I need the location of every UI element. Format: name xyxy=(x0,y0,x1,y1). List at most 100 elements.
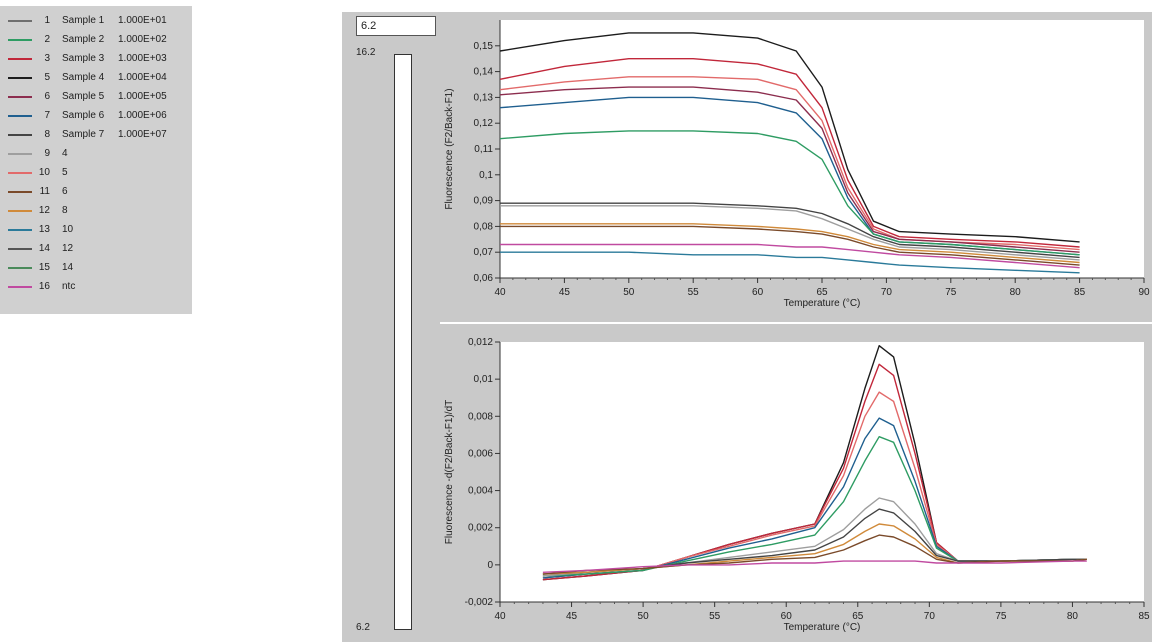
x-tick-label: 75 xyxy=(945,287,957,298)
legend-panel: 1 Sample 1 1.000E+01 2 Sample 2 1.000E+02 3 Sam… xyxy=(0,6,192,314)
x-tick-label: 45 xyxy=(566,611,578,622)
legend-item[interactable]: 15 14 xyxy=(0,259,192,278)
legend-item-name: ntc xyxy=(62,281,76,292)
slider-max-label: 16.2 xyxy=(356,47,376,58)
legend-item-concentration: 1.000E+05 xyxy=(118,91,167,102)
series-line xyxy=(500,205,1080,261)
legend-item-id: 13 xyxy=(38,224,50,235)
legend-swatch xyxy=(8,191,32,193)
y-tick-label: 0,06 xyxy=(474,273,494,284)
legend-item-name: 8 xyxy=(62,205,68,216)
legend-item-name: 12 xyxy=(62,243,74,254)
series-line xyxy=(499,130,1080,256)
legend-item-id: 9 xyxy=(44,148,50,159)
y-tick-label: 0,002 xyxy=(468,523,493,534)
legend-item[interactable]: 7 Sample 6 1.000E+06 xyxy=(0,107,192,126)
y-tick-label: 0,012 xyxy=(468,337,493,348)
x-tick-label: 70 xyxy=(881,287,893,298)
x-tick-label: 80 xyxy=(1067,611,1079,622)
legend-item-name: 6 xyxy=(62,186,68,197)
series-line xyxy=(500,251,1080,274)
range-slider-track[interactable] xyxy=(394,54,412,630)
legend-swatch xyxy=(8,77,32,79)
legend-item-name: Sample 6 xyxy=(62,110,105,121)
legend-item-id: 7 xyxy=(44,110,50,121)
legend-item-name: Sample 7 xyxy=(62,129,105,140)
legend-item[interactable]: 1 Sample 1 1.000E+01 xyxy=(0,12,192,31)
legend-item-concentration: 1.000E+01 xyxy=(118,15,167,26)
legend-swatch xyxy=(8,153,32,155)
x-tick-label: 55 xyxy=(688,287,700,298)
legend-item-id: 5 xyxy=(44,72,50,83)
series-line xyxy=(499,86,1080,253)
legend-item[interactable]: 5 Sample 4 1.000E+04 xyxy=(0,69,192,88)
x-tick-label: 85 xyxy=(1074,287,1086,298)
legend-item-name: Sample 1 xyxy=(62,15,105,26)
y-tick-label: 0,1 xyxy=(479,170,493,181)
legend-item-name: Sample 5 xyxy=(62,91,105,102)
x-tick-label: 40 xyxy=(494,611,506,622)
x-tick-label: 55 xyxy=(709,611,721,622)
series-line xyxy=(500,243,1080,269)
x-tick-label: 65 xyxy=(816,287,828,298)
x-tick-label: 60 xyxy=(781,611,793,622)
x-tick-label: 50 xyxy=(623,287,635,298)
y-tick-label: 0,08 xyxy=(474,221,494,232)
legend-item[interactable]: 12 8 xyxy=(0,202,192,221)
legend-item-concentration: 1.000E+04 xyxy=(118,72,167,83)
x-tick-label: 75 xyxy=(995,611,1007,622)
legend-item-concentration: 1.000E+02 xyxy=(118,34,167,45)
legend-item-name: 10 xyxy=(62,224,74,235)
x-tick-label: 50 xyxy=(638,611,650,622)
legend-swatch xyxy=(8,58,32,60)
legend-item-name: 4 xyxy=(62,148,68,159)
legend-swatch xyxy=(8,39,32,41)
y-tick-label: 0,006 xyxy=(468,448,493,459)
legend-item[interactable]: 3 Sample 3 1.000E+03 xyxy=(0,50,192,69)
legend-swatch xyxy=(8,172,32,174)
x-tick-label: 80 xyxy=(1010,287,1022,298)
legend-item-concentration: 1.000E+06 xyxy=(118,110,167,121)
legend-swatch xyxy=(8,210,32,212)
legend-item-id: 3 xyxy=(44,53,50,64)
legend-item[interactable]: 13 10 xyxy=(0,221,192,240)
legend-swatch xyxy=(8,248,32,250)
series-group xyxy=(542,345,1087,581)
y-axis-label: Fluorescence (F2/Back-F1) xyxy=(444,88,455,209)
legend-item-name: 5 xyxy=(62,167,68,178)
legend-swatch xyxy=(8,96,32,98)
legend-item[interactable]: 14 12 xyxy=(0,240,192,259)
series-line xyxy=(500,223,1080,264)
y-tick-label: 0,008 xyxy=(468,411,493,422)
legend-item-id: 16 xyxy=(38,281,50,292)
x-tick-label: 85 xyxy=(1138,611,1150,622)
legend-item-name: Sample 3 xyxy=(62,53,105,64)
x-axis-label: Temperature (°C) xyxy=(784,298,861,309)
legend-item[interactable]: 2 Sample 2 1.000E+02 xyxy=(0,31,192,50)
series-line xyxy=(499,32,1080,243)
x-tick-label: 60 xyxy=(752,287,764,298)
legend-item[interactable]: 10 5 xyxy=(0,164,192,183)
range-control-panel xyxy=(342,12,440,642)
legend-item-id: 12 xyxy=(38,205,50,216)
threshold-input[interactable] xyxy=(356,16,436,36)
y-tick-label: 0,13 xyxy=(474,92,494,103)
legend-item[interactable]: 16 ntc xyxy=(0,278,192,297)
y-tick-label: 0,01 xyxy=(474,374,494,385)
legend-swatch xyxy=(8,20,32,22)
legend-item-concentration: 1.000E+03 xyxy=(118,53,167,64)
legend-item[interactable]: 11 6 xyxy=(0,183,192,202)
plot-area xyxy=(500,342,1144,602)
legend-item[interactable]: 6 Sample 5 1.000E+05 xyxy=(0,88,192,107)
y-tick-label: 0,11 xyxy=(474,144,493,155)
series-line xyxy=(500,202,1080,259)
y-axis-label: Fluorescence -d(F2/Back-F1)/dT xyxy=(444,400,455,545)
legend-item-name: Sample 2 xyxy=(62,34,105,45)
y-tick-label: 0 xyxy=(487,560,493,571)
legend-item-id: 6 xyxy=(44,91,50,102)
y-tick-label: 0,004 xyxy=(468,486,493,497)
series-line xyxy=(500,225,1080,266)
y-tick-label: 0,09 xyxy=(474,196,494,207)
legend-item[interactable]: 8 Sample 7 1.000E+07 xyxy=(0,126,192,145)
